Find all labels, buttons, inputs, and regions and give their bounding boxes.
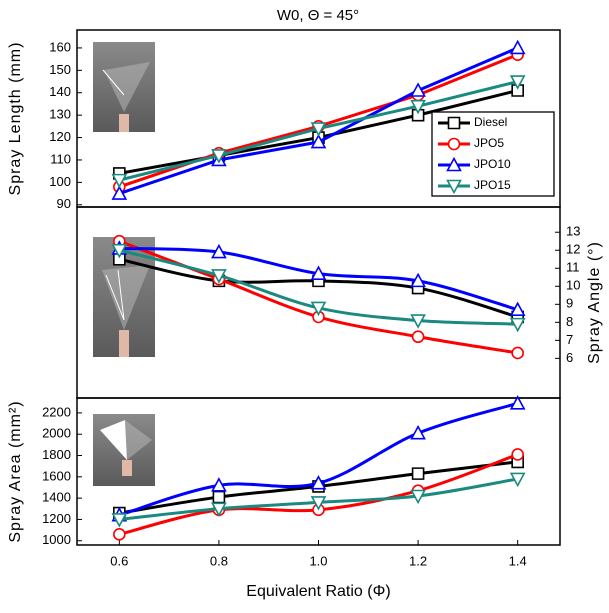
y-tick-label: 11 [566,260,580,275]
marker [212,490,226,504]
x-tick-label: 0.8 [210,553,228,568]
y-tick-label: 140 [49,84,71,99]
marker [509,301,526,317]
marker [111,243,128,259]
y-tick-label: 1800 [42,447,71,462]
marker [111,173,128,189]
marker [410,82,426,97]
marker [509,75,526,90]
marker [211,477,227,492]
x-axis-label: Equivalent Ratio (Φ) [246,583,390,600]
marker [411,330,425,343]
y-tick-label: 120 [49,129,71,144]
y-tick-label: 160 [49,39,71,54]
legend-marker [447,116,461,130]
y-tick-label: 6 [566,350,573,365]
y-tick-label: 2000 [42,426,71,441]
marker [411,467,425,480]
y-tick-label: 9 [566,296,573,311]
marker [211,149,227,164]
marker [310,122,327,137]
marker [509,317,526,333]
marker [509,39,526,55]
y-tick-label: 90 [57,196,71,211]
y-tick-label: 13 [566,224,580,239]
marker [310,301,327,317]
y-tick-label: 7 [566,332,573,347]
marker [310,265,327,280]
y-axis-label: Spray Length (mm) [7,42,24,196]
legend-label: JPO15 [474,178,511,192]
marker [310,475,327,490]
marker [312,310,325,324]
legend-label: JPO10 [474,157,511,171]
y-tick-label: 10 [566,278,580,293]
y-axis-label: Spray Area (mm²) [7,400,24,542]
legend-label: Diesel [474,115,507,129]
marker [211,502,227,517]
legend-marker [446,179,462,195]
marker [509,395,526,410]
marker [111,185,128,200]
chart-title: W0, Θ = 45° [277,7,359,24]
y-tick-label: 130 [49,107,71,122]
marker [410,272,426,288]
y-tick-label: 100 [49,174,71,189]
photo [93,42,155,486]
marker [410,99,426,115]
legend-label: JPO5 [474,136,504,150]
y-axis-label: Spray Angle (°) [586,241,603,364]
marker [111,513,128,528]
y-tick-label: 150 [49,62,71,77]
y-tick-label: 110 [50,151,71,166]
legend-marker [447,137,461,151]
y-tick-label: 8 [566,314,573,329]
y-tick-label: 12 [566,242,580,257]
marker [211,269,227,284]
marker [211,243,227,259]
marker [509,472,526,488]
y-tick-label: 1400 [42,490,71,505]
legend-marker [446,156,462,172]
x-tick-label: 1.4 [509,553,527,568]
marker [113,528,126,541]
y-tick-label: 1000 [42,532,71,547]
y-tick-label: 2200 [42,404,71,419]
marker [511,448,524,461]
marker [410,424,426,440]
y-tick-label: 1200 [42,511,71,526]
x-tick-label: 0.6 [110,553,128,568]
x-tick-label: 1.2 [409,553,427,568]
marker [310,133,327,149]
marker [511,346,524,360]
marker [310,496,327,511]
marker [410,314,426,329]
x-tick-label: 1.0 [309,553,327,568]
y-tick-label: 1600 [42,468,71,483]
marker [410,489,426,505]
